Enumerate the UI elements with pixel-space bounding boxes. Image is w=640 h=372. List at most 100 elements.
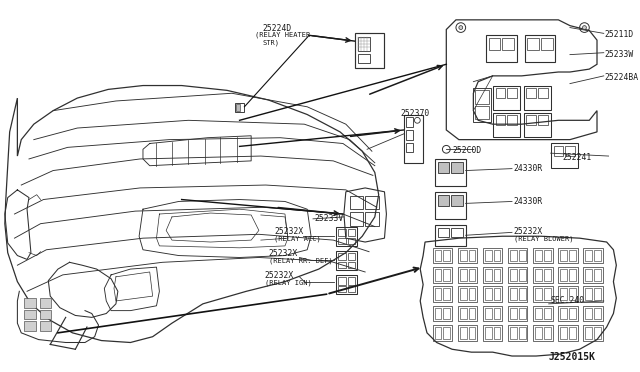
Bar (510, 250, 517, 262)
Bar (558, 267, 578, 283)
Bar (435, 288, 442, 300)
Bar (508, 267, 527, 283)
Bar (435, 192, 466, 219)
Bar (336, 275, 357, 294)
Bar (544, 327, 550, 339)
Bar (460, 269, 467, 280)
Bar (486, 35, 517, 62)
Bar (40, 310, 51, 319)
Bar (444, 269, 450, 280)
Bar (474, 89, 491, 122)
Bar (594, 269, 601, 280)
Bar (533, 248, 552, 263)
Bar (349, 212, 364, 225)
Bar (584, 306, 603, 321)
Bar (525, 35, 556, 62)
Bar (358, 37, 370, 51)
Bar (338, 253, 346, 260)
Bar (348, 238, 355, 244)
Bar (493, 113, 520, 137)
Bar (433, 248, 452, 263)
Bar (348, 286, 355, 292)
Bar (584, 325, 603, 340)
Bar (493, 308, 500, 319)
Bar (533, 286, 552, 302)
Bar (594, 250, 601, 262)
Text: (RELAY HEATER: (RELAY HEATER (255, 32, 310, 38)
Text: (RELAY RR. DEF): (RELAY RR. DEF) (269, 257, 332, 264)
Bar (508, 286, 527, 302)
Bar (533, 325, 552, 340)
Bar (24, 298, 36, 308)
Bar (544, 269, 550, 280)
Bar (460, 250, 467, 262)
Bar (349, 196, 364, 209)
Bar (435, 225, 466, 246)
Bar (569, 250, 576, 262)
Bar (338, 228, 346, 236)
Bar (538, 115, 548, 125)
Bar (460, 327, 467, 339)
Text: 24330R: 24330R (514, 197, 543, 206)
Bar (338, 262, 346, 268)
Bar (560, 250, 567, 262)
Bar (569, 308, 576, 319)
Bar (510, 327, 517, 339)
Bar (493, 269, 500, 280)
Bar (358, 54, 370, 63)
Text: (RELAY BLOWER): (RELAY BLOWER) (514, 235, 573, 242)
Bar (355, 33, 385, 68)
Bar (524, 86, 550, 110)
Text: (RELAY ACC): (RELAY ACC) (275, 235, 321, 242)
Bar (483, 306, 502, 321)
Bar (510, 269, 517, 280)
Bar (444, 250, 450, 262)
Bar (460, 288, 467, 300)
Bar (544, 288, 550, 300)
Bar (493, 327, 500, 339)
Bar (544, 250, 550, 262)
Bar (586, 308, 592, 319)
Bar (495, 115, 505, 125)
Bar (483, 325, 502, 340)
Bar (435, 308, 442, 319)
Bar (527, 38, 539, 50)
Bar (433, 267, 452, 283)
Bar (348, 228, 355, 236)
Bar (444, 288, 450, 300)
Text: 252C0D: 252C0D (452, 147, 481, 155)
Bar (550, 144, 578, 168)
Bar (433, 306, 452, 321)
Text: 24330R: 24330R (514, 164, 543, 173)
Text: J252015K: J252015K (548, 352, 596, 362)
Bar (338, 286, 346, 292)
Bar (560, 308, 567, 319)
Bar (485, 288, 492, 300)
Text: 25224D: 25224D (263, 24, 292, 33)
Bar (435, 327, 442, 339)
Bar (569, 288, 576, 300)
Bar (584, 286, 603, 302)
Bar (433, 286, 452, 302)
Bar (483, 286, 502, 302)
Bar (527, 89, 536, 98)
Bar (365, 196, 379, 209)
Bar (435, 269, 442, 280)
Bar (24, 310, 36, 319)
Text: SEC.240: SEC.240 (550, 296, 585, 305)
Bar (476, 90, 489, 104)
Bar (468, 269, 476, 280)
Bar (584, 267, 603, 283)
Bar (519, 250, 525, 262)
Bar (338, 238, 346, 244)
Bar (519, 288, 525, 300)
Bar (586, 269, 592, 280)
Text: 252241: 252241 (562, 153, 591, 162)
Bar (586, 327, 592, 339)
Bar (438, 195, 449, 206)
Text: 25211D: 25211D (605, 31, 634, 39)
Text: STR): STR) (263, 39, 280, 46)
Bar (519, 308, 525, 319)
Text: 25233V: 25233V (314, 214, 343, 223)
Bar (444, 308, 450, 319)
